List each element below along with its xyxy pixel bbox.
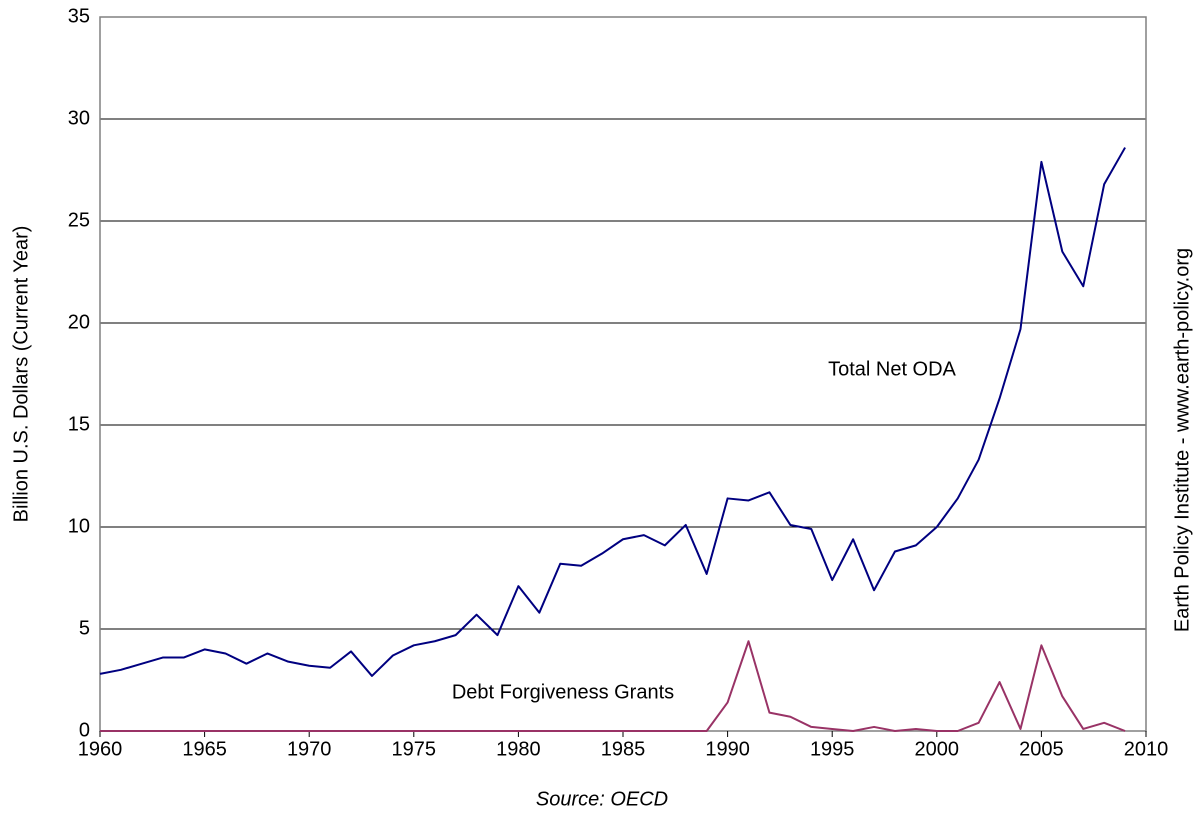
y-tick-label: 35 [68, 5, 90, 27]
y-tick-label: 30 [68, 107, 90, 129]
x-tick-label: 1990 [705, 738, 750, 760]
x-tick-label: 2000 [915, 738, 960, 760]
x-tick-label: 2010 [1124, 738, 1169, 760]
x-tick-label: 1960 [78, 738, 123, 760]
series-line [100, 640, 1126, 732]
y-tick-label: 15 [68, 413, 90, 435]
series-line [99, 147, 1126, 677]
x-tick-label: 1985 [601, 738, 646, 760]
x-tick-label: 1975 [392, 738, 437, 760]
y-axis-label: Billion U.S. Dollars (Current Year) [10, 226, 32, 523]
annotation: Debt Forgiveness Grants [452, 681, 674, 703]
y-tick-label: 20 [68, 311, 90, 333]
x-tick-label: 1970 [287, 738, 332, 760]
y-tick-label: 5 [79, 617, 90, 639]
x-tick-label: 1980 [496, 738, 541, 760]
y-tick-label: 10 [68, 515, 90, 537]
plot-frame [99, 16, 1147, 732]
source-note: Source: OECD [536, 788, 668, 810]
credit: Earth Policy Institute - www.earth-polic… [1171, 248, 1193, 632]
annotation: Total Net ODA [828, 358, 956, 380]
x-tick-label: 1965 [182, 738, 227, 760]
y-tick-label: 0 [79, 719, 90, 741]
x-tick-label: 1995 [810, 738, 855, 760]
x-tick-label: 2005 [1019, 738, 1064, 760]
y-tick-label: 25 [68, 209, 90, 231]
